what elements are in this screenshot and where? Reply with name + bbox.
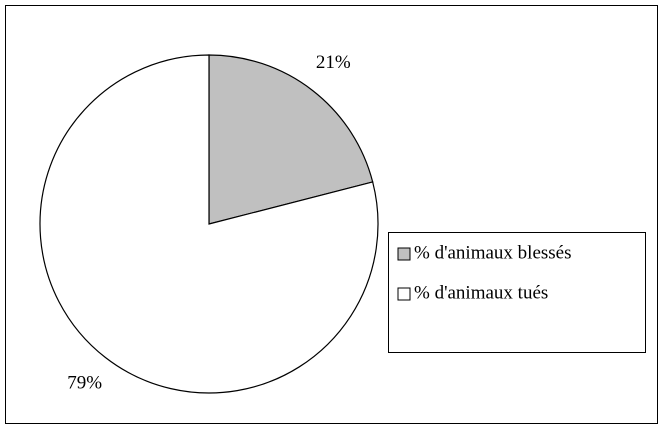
- data-label: 79%: [67, 373, 102, 394]
- legend-label: % d'animaux tués: [414, 282, 548, 303]
- legend-swatch: [397, 287, 411, 301]
- pie-slice: [39, 54, 379, 394]
- pie-slice: [208, 54, 374, 225]
- legend-label: % d'animaux blessés: [414, 242, 572, 263]
- data-label: 21%: [316, 52, 351, 73]
- legend-swatch: [397, 247, 411, 261]
- legend-box: [388, 232, 646, 353]
